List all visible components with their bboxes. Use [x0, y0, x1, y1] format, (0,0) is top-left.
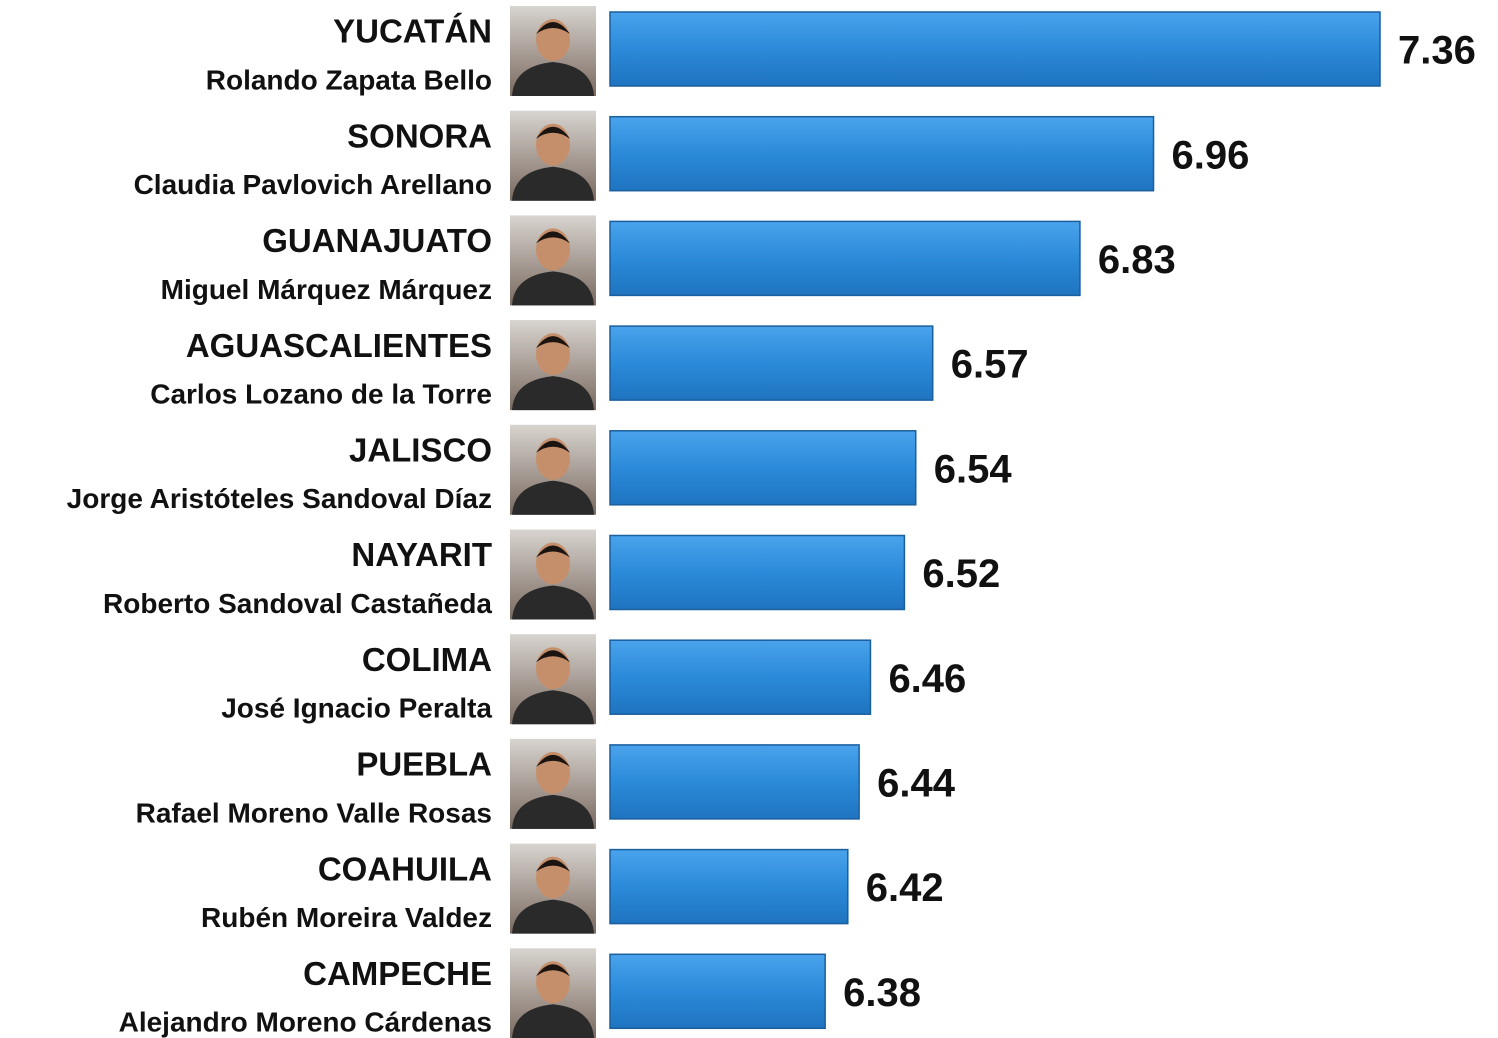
state-label: JALISCO: [349, 432, 492, 469]
portrait: [510, 424, 596, 515]
state-label: PUEBLA: [356, 746, 492, 783]
value-label: 6.46: [888, 657, 966, 701]
bar: [609, 848, 849, 925]
bar: [609, 953, 826, 1030]
bar: [609, 11, 1381, 87]
portrait-hair: [536, 336, 570, 349]
bar: [609, 220, 1081, 297]
portrait-hair: [536, 22, 570, 34]
value-label: 6.42: [866, 866, 944, 910]
person-label: Roberto Sandoval Castañeda: [103, 588, 492, 619]
portrait-body: [512, 1004, 594, 1038]
person-label: Jorge Aristóteles Sandoval Díaz: [67, 483, 492, 514]
person-label: Claudia Pavlovich Arellano: [134, 169, 492, 200]
portrait: [510, 110, 596, 201]
bar: [609, 115, 1155, 192]
value-label: 6.44: [877, 761, 956, 805]
value-label: 6.96: [1172, 133, 1250, 177]
portrait-body: [512, 62, 594, 96]
portrait: [510, 320, 596, 411]
portrait: [510, 843, 596, 934]
bar: [609, 744, 860, 820]
portrait-body: [512, 585, 594, 620]
state-label: NAYARIT: [351, 536, 492, 573]
state-label: COAHUILA: [318, 850, 492, 887]
portrait-hair: [536, 754, 570, 767]
portrait-hair: [536, 545, 570, 558]
portrait-hair: [536, 964, 570, 977]
bar: [609, 430, 917, 506]
state-label: GUANAJUATO: [262, 222, 492, 259]
portrait-body: [512, 899, 594, 934]
person-label: Alejandro Moreno Cárdenas: [119, 1007, 492, 1038]
portrait: [510, 215, 596, 306]
portrait-hair: [536, 650, 570, 663]
portrait-body: [512, 480, 594, 515]
value-label: 6.57: [951, 343, 1029, 387]
portrait-body: [512, 166, 594, 201]
state-label: YUCATÁN: [333, 13, 492, 50]
value-label: 6.52: [922, 552, 1000, 596]
portrait-hair: [536, 231, 570, 244]
person-label: Rolando Zapata Bello: [206, 64, 492, 95]
value-label: 6.83: [1098, 238, 1176, 282]
portrait: [510, 738, 596, 829]
portrait: [510, 948, 596, 1038]
portrait-hair: [536, 440, 570, 453]
state-label: COLIMA: [362, 641, 492, 678]
value-label: 6.38: [843, 971, 921, 1015]
state-label: SONORA: [347, 117, 492, 154]
person-label: José Ignacio Peralta: [221, 693, 492, 724]
portrait: [510, 529, 596, 620]
person-label: Rafael Moreno Valle Rosas: [136, 797, 492, 828]
bar: [609, 534, 906, 611]
portrait-body: [512, 794, 594, 829]
portrait-body: [512, 376, 594, 411]
portrait: [510, 6, 596, 96]
state-label: CAMPECHE: [303, 955, 492, 992]
portrait-body: [512, 271, 594, 306]
portrait-hair: [536, 126, 570, 139]
bar: [609, 325, 934, 401]
state-label: AGUASCALIENTES: [186, 327, 492, 364]
person-label: Rubén Moreira Valdez: [201, 902, 492, 933]
portrait: [510, 634, 596, 725]
bar: [609, 639, 872, 715]
value-label: 6.54: [934, 447, 1013, 491]
value-label: 7.36: [1398, 29, 1476, 73]
portrait-hair: [536, 859, 570, 872]
person-label: Miguel Márquez Márquez: [161, 274, 492, 305]
person-label: Carlos Lozano de la Torre: [150, 378, 492, 409]
portrait-body: [512, 690, 594, 725]
